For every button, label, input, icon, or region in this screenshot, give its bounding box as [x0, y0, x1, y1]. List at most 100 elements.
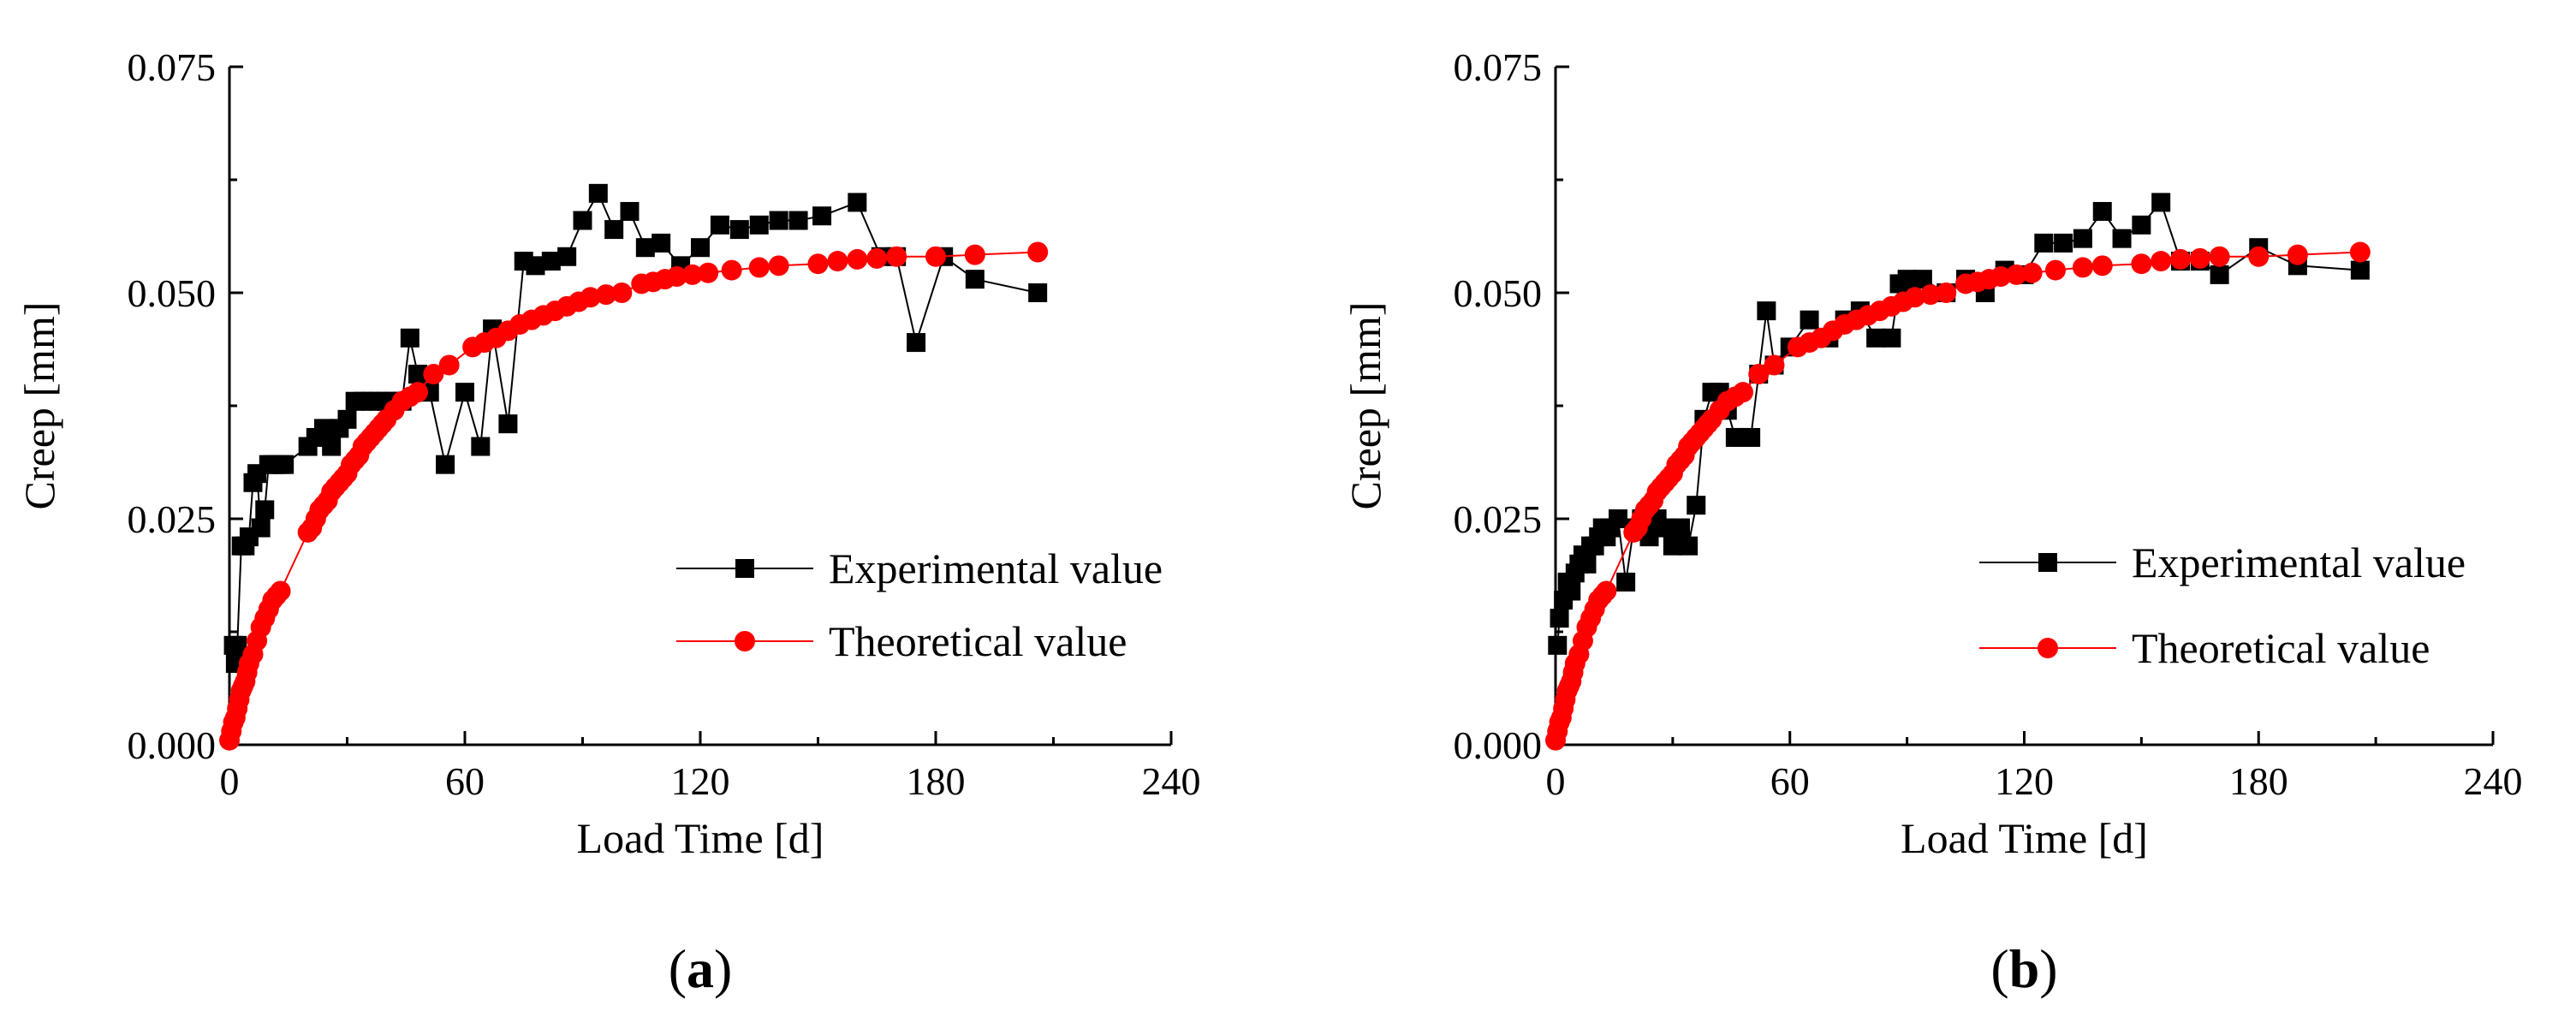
data-point-square [1741, 427, 1761, 447]
legend-entry: Theoretical value [676, 617, 1127, 665]
data-point-circle [408, 382, 428, 403]
data-point-square [1548, 635, 1568, 655]
y-tick-label: 0.025 [1454, 497, 1543, 541]
x-tick-label: 120 [1995, 759, 2054, 803]
data-point-square [691, 238, 710, 258]
legend-entry: Theoretical value [1979, 624, 2430, 672]
data-point-circle [2131, 253, 2152, 275]
experimental-series [223, 183, 1048, 673]
data-point-square [455, 383, 474, 402]
data-point-circle [1936, 283, 1957, 303]
data-point-circle [847, 248, 868, 270]
legend-marker-circle [735, 631, 755, 651]
data-point-circle [2021, 262, 2043, 283]
y-axis-title: Creep [mm] [15, 302, 63, 510]
x-axis-title: Load Time [d] [1901, 814, 2148, 862]
data-point-circle [681, 264, 703, 285]
data-point-circle [698, 262, 719, 283]
data-point-square [2350, 260, 2370, 280]
panel-label-letter: b [2009, 938, 2040, 999]
panel-label: (a) [669, 938, 733, 999]
panel-label: (b) [1990, 938, 2057, 999]
data-point-square [1913, 270, 1932, 289]
data-point-square [436, 455, 455, 474]
data-point-circle [2091, 255, 2113, 277]
data-point-square [710, 215, 729, 235]
data-point-square [2151, 193, 2171, 212]
data-point-square [2073, 229, 2092, 248]
data-point-square [1616, 572, 1636, 592]
data-point-square [769, 211, 788, 230]
data-point-square [965, 270, 985, 289]
data-point-square [2034, 233, 2054, 253]
data-point-circle [807, 253, 829, 275]
x-axis-title: Load Time [d] [577, 814, 824, 862]
y-tick-label: 0.075 [128, 45, 217, 89]
data-point-square [1655, 518, 1675, 538]
theoretical-series [219, 241, 1049, 751]
x-tick-label: 180 [2229, 759, 2288, 803]
data-point-square [2112, 229, 2132, 248]
data-point-square [337, 409, 357, 429]
data-point-square [907, 333, 926, 353]
legend-label: Theoretical value [2132, 624, 2430, 672]
data-point-circle [886, 246, 907, 267]
data-point-square [749, 215, 769, 235]
x-tick-label: 120 [671, 759, 730, 803]
data-point-circle [596, 284, 616, 306]
data-point-circle [721, 259, 742, 281]
y-tick-label: 0.075 [1454, 45, 1543, 89]
data-point-circle [2006, 264, 2027, 285]
data-point-square [1866, 328, 1886, 348]
data-point-square [1550, 609, 1569, 628]
x-tick-label: 240 [2464, 759, 2523, 803]
data-point-square [541, 252, 561, 271]
data-point-square [498, 414, 518, 434]
y-tick-label: 0.000 [128, 723, 217, 767]
legend-entry: Experimental value [1979, 538, 2466, 586]
y-axis-title: Creep [mm] [1342, 302, 1389, 510]
x-tick-label: 240 [1142, 759, 1201, 803]
data-point-square [729, 220, 749, 240]
data-point-circle [925, 246, 946, 267]
y-tick-label: 0.050 [1454, 271, 1543, 315]
y-tick-label: 0.025 [128, 497, 217, 541]
data-point-square [1687, 496, 1706, 515]
data-point-square [251, 518, 271, 538]
data-point-square [812, 206, 832, 226]
theoretical-series [1545, 241, 2371, 751]
data-point-circle [1027, 241, 1049, 263]
x-tick-label: 0 [1546, 759, 1566, 803]
panel-label-close: ) [714, 938, 732, 999]
data-point-square [322, 437, 342, 456]
data-point-square [314, 419, 333, 438]
chart-panel-a: 0 60 120 180 240 0.000 0.025 0.050 0.075 Load Tim… [15, 45, 1201, 999]
data-point-circle [2151, 251, 2172, 272]
data-point-circle [1920, 284, 1941, 306]
data-point-square [651, 233, 671, 253]
data-point-circle [2045, 259, 2066, 281]
data-point-square [2132, 215, 2151, 235]
legend-label: Theoretical value [829, 617, 1127, 665]
data-point-circle [1764, 354, 1785, 376]
data-point-circle [2072, 257, 2093, 278]
x-tick-label: 60 [1770, 759, 1810, 803]
x-tick-label: 60 [445, 759, 485, 803]
data-point-square [1609, 509, 1627, 528]
legend-label: Experimental value [2132, 538, 2466, 586]
data-point-circle [768, 255, 789, 277]
panel-label-letter: a [687, 938, 714, 999]
data-point-circle [827, 251, 848, 272]
panel-label-open: ( [1990, 938, 2008, 999]
data-point-square [588, 183, 608, 203]
data-point-circle [270, 580, 291, 602]
data-point-square [1562, 581, 1581, 601]
x-tick-label: 0 [220, 759, 240, 803]
data-point-circle [2349, 241, 2371, 263]
chart-panel-b: 0 60 120 180 240 0.000 0.025 0.050 0.075 Load Tim… [1342, 45, 2523, 999]
series-line [229, 251, 1038, 741]
x-tick-label: 180 [907, 759, 966, 803]
data-point-square [620, 201, 640, 221]
data-point-square [557, 247, 577, 266]
data-point-square [228, 635, 247, 655]
